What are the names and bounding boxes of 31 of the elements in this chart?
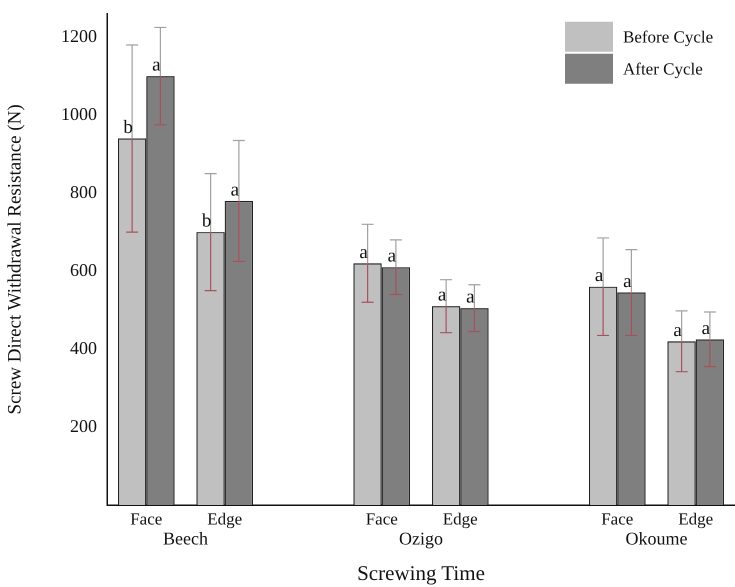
y-tick-label: 400: [70, 338, 97, 358]
data-label: a: [702, 318, 711, 339]
data-label: a: [623, 271, 632, 292]
legend-label: Before Cycle: [623, 27, 714, 46]
data-label: b: [202, 210, 212, 232]
y-axis-title: Screw Direct Withdrawal Resistance (N): [4, 104, 26, 414]
x-tick-label: Face: [601, 510, 634, 529]
y-tick-label: 600: [70, 260, 97, 280]
y-tick-label: 1000: [61, 104, 97, 124]
x-axis-title: Screwing Time: [357, 560, 485, 585]
x-tick-label: Edge: [678, 510, 714, 529]
text: Okoume: [626, 528, 688, 549]
data-label: a: [230, 179, 240, 200]
data-label: a: [388, 246, 397, 267]
data-label: a: [594, 265, 604, 286]
x-tick-label: Face: [130, 510, 162, 529]
text: Ozigo: [399, 528, 443, 549]
data-label: a: [466, 286, 476, 308]
y-tick-label: 200: [70, 416, 97, 436]
data-label: a: [673, 320, 682, 341]
x-tick-label: Edge: [207, 510, 242, 529]
x-tick-label: Edge: [442, 510, 478, 529]
y-tick-label: 1200: [61, 26, 97, 46]
y-tick-label: 800: [70, 182, 97, 202]
data-label: a: [152, 54, 162, 76]
data-label: b: [123, 117, 133, 138]
x-tick-label: Face: [366, 510, 398, 529]
text: Beech: [163, 528, 208, 549]
legend-label: After Cycle: [623, 59, 703, 78]
data-label: a: [438, 284, 447, 306]
data-label: a: [359, 242, 368, 263]
